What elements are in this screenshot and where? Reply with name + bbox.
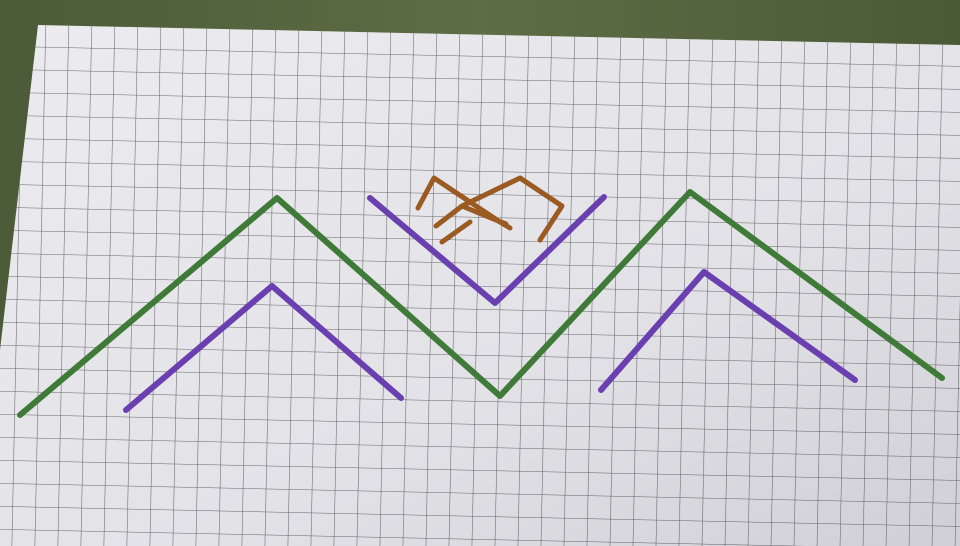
purple-chevron-left [123, 283, 404, 413]
green-zigzag-line [17, 189, 945, 418]
purple-chevron-right [598, 269, 858, 393]
purple-chevron-center [367, 194, 607, 306]
brown-interlaced-motif [415, 175, 565, 245]
grid-paper [0, 25, 960, 546]
